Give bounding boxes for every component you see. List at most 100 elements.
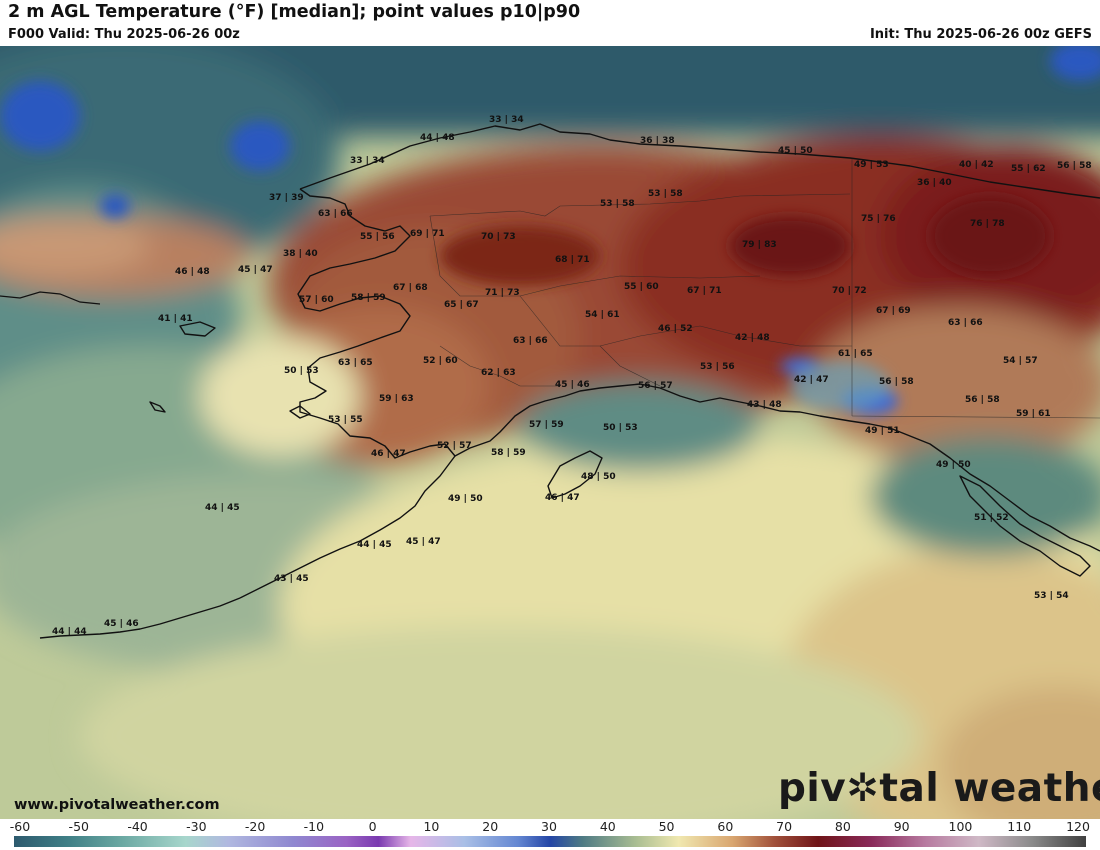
point-value: 46 | 48 <box>175 267 210 277</box>
point-value: 33 | 34 <box>489 115 524 125</box>
point-value: 54 | 57 <box>1003 356 1038 366</box>
point-value: 46 | 47 <box>545 493 580 503</box>
point-value: 46 | 52 <box>658 324 693 334</box>
valid-time: F000 Valid: Thu 2025-06-26 00z <box>8 27 240 42</box>
point-value: 55 | 62 <box>1011 164 1046 174</box>
point-value: 69 | 71 <box>410 229 445 239</box>
point-value: 62 | 63 <box>481 368 516 378</box>
point-value: 45 | 50 <box>778 146 813 156</box>
point-value: 59 | 63 <box>379 394 414 404</box>
pivotal-weather-logo: piv✲tal weather <box>778 766 1100 811</box>
logo-text-start: piv <box>778 766 847 811</box>
colorbar-tick-label: -40 <box>127 819 148 834</box>
admin-borders <box>429 158 1100 419</box>
point-value: 53 | 58 <box>600 199 635 209</box>
point-value: 42 | 47 <box>794 375 829 385</box>
point-value: 44 | 48 <box>420 133 455 143</box>
point-value: 49 | 51 <box>865 426 900 436</box>
point-value: 53 | 58 <box>648 189 683 199</box>
point-value: 65 | 67 <box>444 300 479 310</box>
colorbar-tick-label: 80 <box>834 819 851 834</box>
colorbar-tick-label: 70 <box>776 819 793 834</box>
point-value: 67 | 69 <box>876 306 911 316</box>
point-value: 50 | 53 <box>603 423 638 433</box>
point-value: 57 | 60 <box>299 295 334 305</box>
colorbar-tick-label: -30 <box>186 819 207 834</box>
point-value: 45 | 46 <box>104 619 139 629</box>
point-value: 63 | 66 <box>513 336 548 346</box>
point-value: 53 | 56 <box>700 362 735 372</box>
point-value: 56 | 58 <box>965 395 1000 405</box>
point-value: 49 | 50 <box>936 460 971 470</box>
point-value: 33 | 34 <box>350 156 385 166</box>
point-value: 63 | 66 <box>318 209 353 219</box>
point-value: 58 | 59 <box>351 293 386 303</box>
point-value: 75 | 76 <box>861 214 896 224</box>
gear-icon: ✲ <box>846 766 880 811</box>
point-value: 55 | 56 <box>360 232 395 242</box>
point-value: 44 | 45 <box>357 540 392 550</box>
colorbar-tick-label: 0 <box>368 819 377 834</box>
point-value: 41 | 41 <box>158 314 193 324</box>
point-value: 56 | 58 <box>1057 161 1092 171</box>
colorbar-tick-label: 10 <box>423 819 440 834</box>
point-value: 45 | 47 <box>406 537 441 547</box>
point-value: 44 | 45 <box>205 503 240 513</box>
point-value: 63 | 66 <box>948 318 983 328</box>
coastline <box>39 123 1100 639</box>
point-value: 52 | 57 <box>437 441 472 451</box>
colorbar-tick-label: -60 <box>9 819 31 834</box>
point-value: 51 | 52 <box>974 513 1009 523</box>
init-time: Init: Thu 2025-06-26 00z GEFS <box>869 27 1092 42</box>
colorbar-tick-label: 30 <box>541 819 557 834</box>
colorbar-tick-label: -50 <box>68 819 89 834</box>
point-value: 53 | 55 <box>328 415 363 425</box>
point-value: 49 | 50 <box>448 494 483 504</box>
point-value: 61 | 65 <box>838 349 873 359</box>
point-value: 52 | 60 <box>423 356 458 366</box>
point-value: 42 | 48 <box>735 333 770 343</box>
map-title: 2 m AGL Temperature (°F) [median]; point… <box>8 2 581 22</box>
point-value: 50 | 53 <box>284 366 319 376</box>
point-value: 54 | 61 <box>585 310 620 320</box>
point-value: 46 | 47 <box>371 449 406 459</box>
colorbar-tick-label: 60 <box>717 819 734 834</box>
colorbar: -60 -50 -40 -30 -20 -10 0 10 20 30 40 50 60 70 80 90 100… <box>0 819 1100 850</box>
point-value: 53 | 54 <box>1034 591 1069 601</box>
colorbar-tick-label: -20 <box>244 819 266 834</box>
point-value: 67 | 71 <box>687 286 722 296</box>
temperature-field <box>0 46 1100 819</box>
colorbar-tick-label: 120 <box>1066 819 1090 834</box>
chukotka-coast <box>0 291 101 305</box>
colorbar-tick-label: -10 <box>303 819 325 834</box>
point-value: 57 | 59 <box>529 420 564 430</box>
point-value: 59 | 61 <box>1016 409 1051 419</box>
point-value: 37 | 39 <box>269 193 304 203</box>
point-value: 36 | 38 <box>640 136 675 146</box>
point-value: 55 | 60 <box>624 282 659 292</box>
point-value: 67 | 68 <box>393 283 428 293</box>
website-credit: www.pivotalweather.com <box>14 797 220 813</box>
temperature-map: 33 | 34 44 | 48 36 | 38 45 | 50 49 | 53 … <box>0 46 1100 819</box>
point-value: 76 | 78 <box>970 219 1005 229</box>
logo-text-end: tal weather <box>879 766 1100 811</box>
point-value: 48 | 50 <box>581 472 616 482</box>
point-value: 63 | 65 <box>338 358 373 368</box>
colorbar-ticks: -60 -50 -40 -30 -20 -10 0 10 20 30 40 50 60 70 80 90 100… <box>0 819 1100 836</box>
colorbar-gradient <box>14 836 1086 847</box>
point-value: 56 | 58 <box>879 377 914 387</box>
colorbar-tick-label: 100 <box>948 819 973 834</box>
colorbar-tick-label: 20 <box>482 819 499 834</box>
point-value: 36 | 40 <box>917 178 952 188</box>
point-value: 56 | 57 <box>638 381 673 391</box>
colorbar-tick-label: 50 <box>658 819 675 834</box>
point-value: 49 | 53 <box>854 160 889 170</box>
colorbar-tick-label: 110 <box>1007 819 1032 834</box>
point-value: 70 | 72 <box>832 286 867 296</box>
colorbar-tick-label: 90 <box>893 819 910 834</box>
point-value: 68 | 71 <box>555 255 590 265</box>
map-header: 2 m AGL Temperature (°F) [median]; point… <box>0 0 1100 46</box>
point-value: 40 | 42 <box>959 160 994 170</box>
point-value: 43 | 48 <box>747 400 782 410</box>
point-value: 44 | 44 <box>52 627 87 637</box>
